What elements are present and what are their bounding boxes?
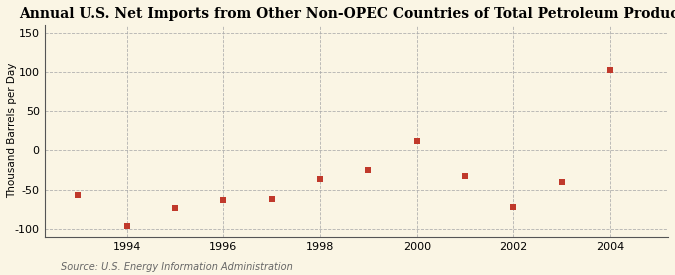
- Point: [508, 205, 519, 209]
- Point: [460, 173, 470, 178]
- Point: [315, 177, 325, 181]
- Point: [363, 168, 374, 172]
- Point: [556, 180, 567, 184]
- Y-axis label: Thousand Barrels per Day: Thousand Barrels per Day: [7, 63, 17, 199]
- Point: [73, 193, 84, 197]
- Point: [218, 198, 229, 202]
- Point: [605, 67, 616, 72]
- Point: [122, 224, 132, 228]
- Point: [411, 139, 422, 143]
- Text: Source: U.S. Energy Information Administration: Source: U.S. Energy Information Administ…: [61, 262, 292, 272]
- Title: Annual U.S. Net Imports from Other Non-OPEC Countries of Total Petroleum Product: Annual U.S. Net Imports from Other Non-O…: [20, 7, 675, 21]
- Point: [169, 206, 180, 211]
- Point: [267, 197, 277, 201]
